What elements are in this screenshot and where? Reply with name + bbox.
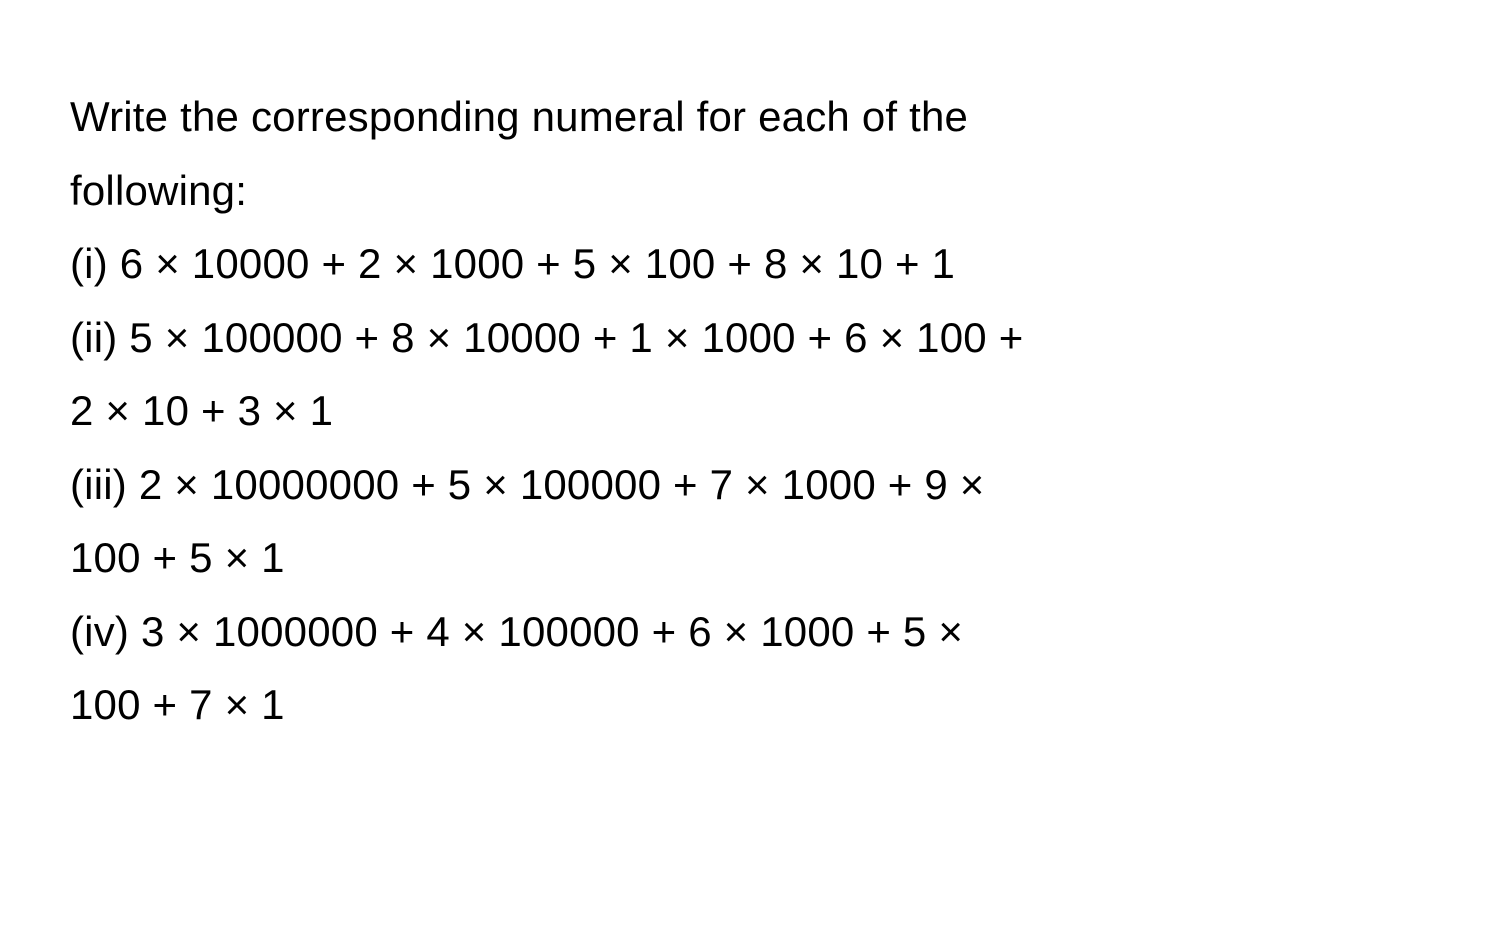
item-line: 2 × 10 + 3 × 1: [70, 374, 1430, 448]
intro-line-1: Write the corresponding numeral for each…: [70, 80, 1430, 154]
item-line: 100 + 5 × 1: [70, 521, 1430, 595]
document-body: Write the corresponding numeral for each…: [70, 80, 1430, 742]
item-line: (i) 6 × 10000 + 2 × 1000 + 5 × 100 + 8 ×…: [70, 227, 1430, 301]
intro-line-2: following:: [70, 154, 1430, 228]
item-line: 100 + 7 × 1: [70, 668, 1430, 742]
item-line: (iv) 3 × 1000000 + 4 × 100000 + 6 × 1000…: [70, 595, 1430, 669]
item-line: (ii) 5 × 100000 + 8 × 10000 + 1 × 1000 +…: [70, 301, 1430, 375]
item-line: (iii) 2 × 10000000 + 5 × 100000 + 7 × 10…: [70, 448, 1430, 522]
